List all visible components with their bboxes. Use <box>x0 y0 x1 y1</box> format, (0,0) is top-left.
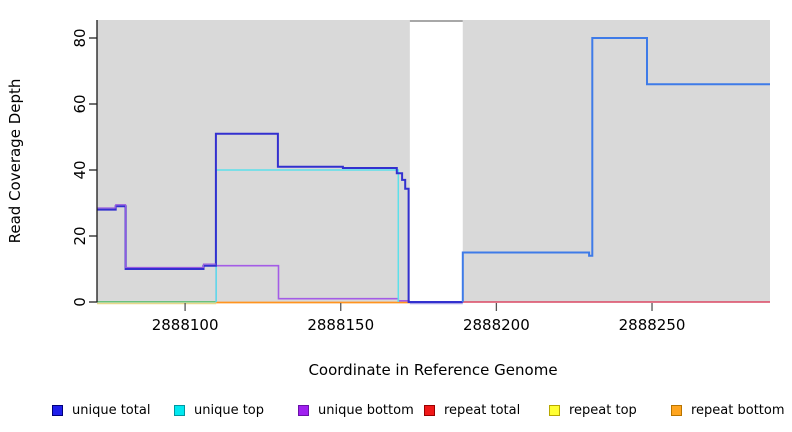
coverage-plot: 2888100 2888150 2888200 2888250 0 20 40 60 80 R… <box>6 19 770 379</box>
legend-item-unique-top: unique top <box>174 399 264 421</box>
legend-label: repeat bottom <box>691 402 785 418</box>
repeat-bottom-swatch-icon <box>671 404 682 416</box>
y-tick-label: 20 <box>71 226 89 245</box>
x-tick-label: 2888100 <box>152 316 219 334</box>
y-tick-label: 60 <box>71 94 89 113</box>
legend-item-repeat-total: repeat total <box>424 399 520 421</box>
masked-region <box>409 19 463 303</box>
series-lines-layer <box>97 37 770 305</box>
x-axis-title: Coordinate in Reference Genome <box>308 361 557 379</box>
legend-label: repeat total <box>444 402 521 418</box>
x-axis-layer: 2888100 2888150 2888200 2888250 <box>152 303 686 334</box>
x-tick-label: 2888200 <box>463 316 530 334</box>
unique-total-swatch-icon <box>52 404 63 416</box>
legend-item-unique-bottom: unique bottom <box>298 399 414 421</box>
legend-label: unique top <box>194 402 265 418</box>
legend-item-repeat-top: repeat top <box>549 399 637 421</box>
unique-bottom-swatch-icon <box>298 404 309 416</box>
plot-background-layer <box>97 19 770 303</box>
x-tick-label: 2888250 <box>619 316 686 334</box>
repeat-top-swatch-icon <box>549 404 560 416</box>
x-tick-label: 2888150 <box>307 316 374 334</box>
legend: unique total unique top unique bottom re… <box>0 399 792 425</box>
series-unique-total-right <box>461 37 770 302</box>
legend-item-repeat-bottom: repeat bottom <box>671 399 785 421</box>
y-tick-label: 40 <box>71 160 89 179</box>
y-tick-label: 0 <box>71 297 89 307</box>
y-axis-layer: 0 20 40 60 80 <box>71 20 98 307</box>
legend-item-unique-total: unique total <box>52 399 150 421</box>
y-tick-label: 80 <box>71 28 89 47</box>
series-unique-bottom-left-fringe <box>97 204 216 268</box>
legend-label: unique bottom <box>318 402 414 418</box>
unique-top-swatch-icon <box>174 404 185 416</box>
legend-label: unique total <box>72 402 151 418</box>
legend-label: repeat top <box>569 402 637 418</box>
repeat-total-swatch-icon <box>424 404 435 416</box>
y-axis-title: Read Coverage Depth <box>6 79 24 244</box>
